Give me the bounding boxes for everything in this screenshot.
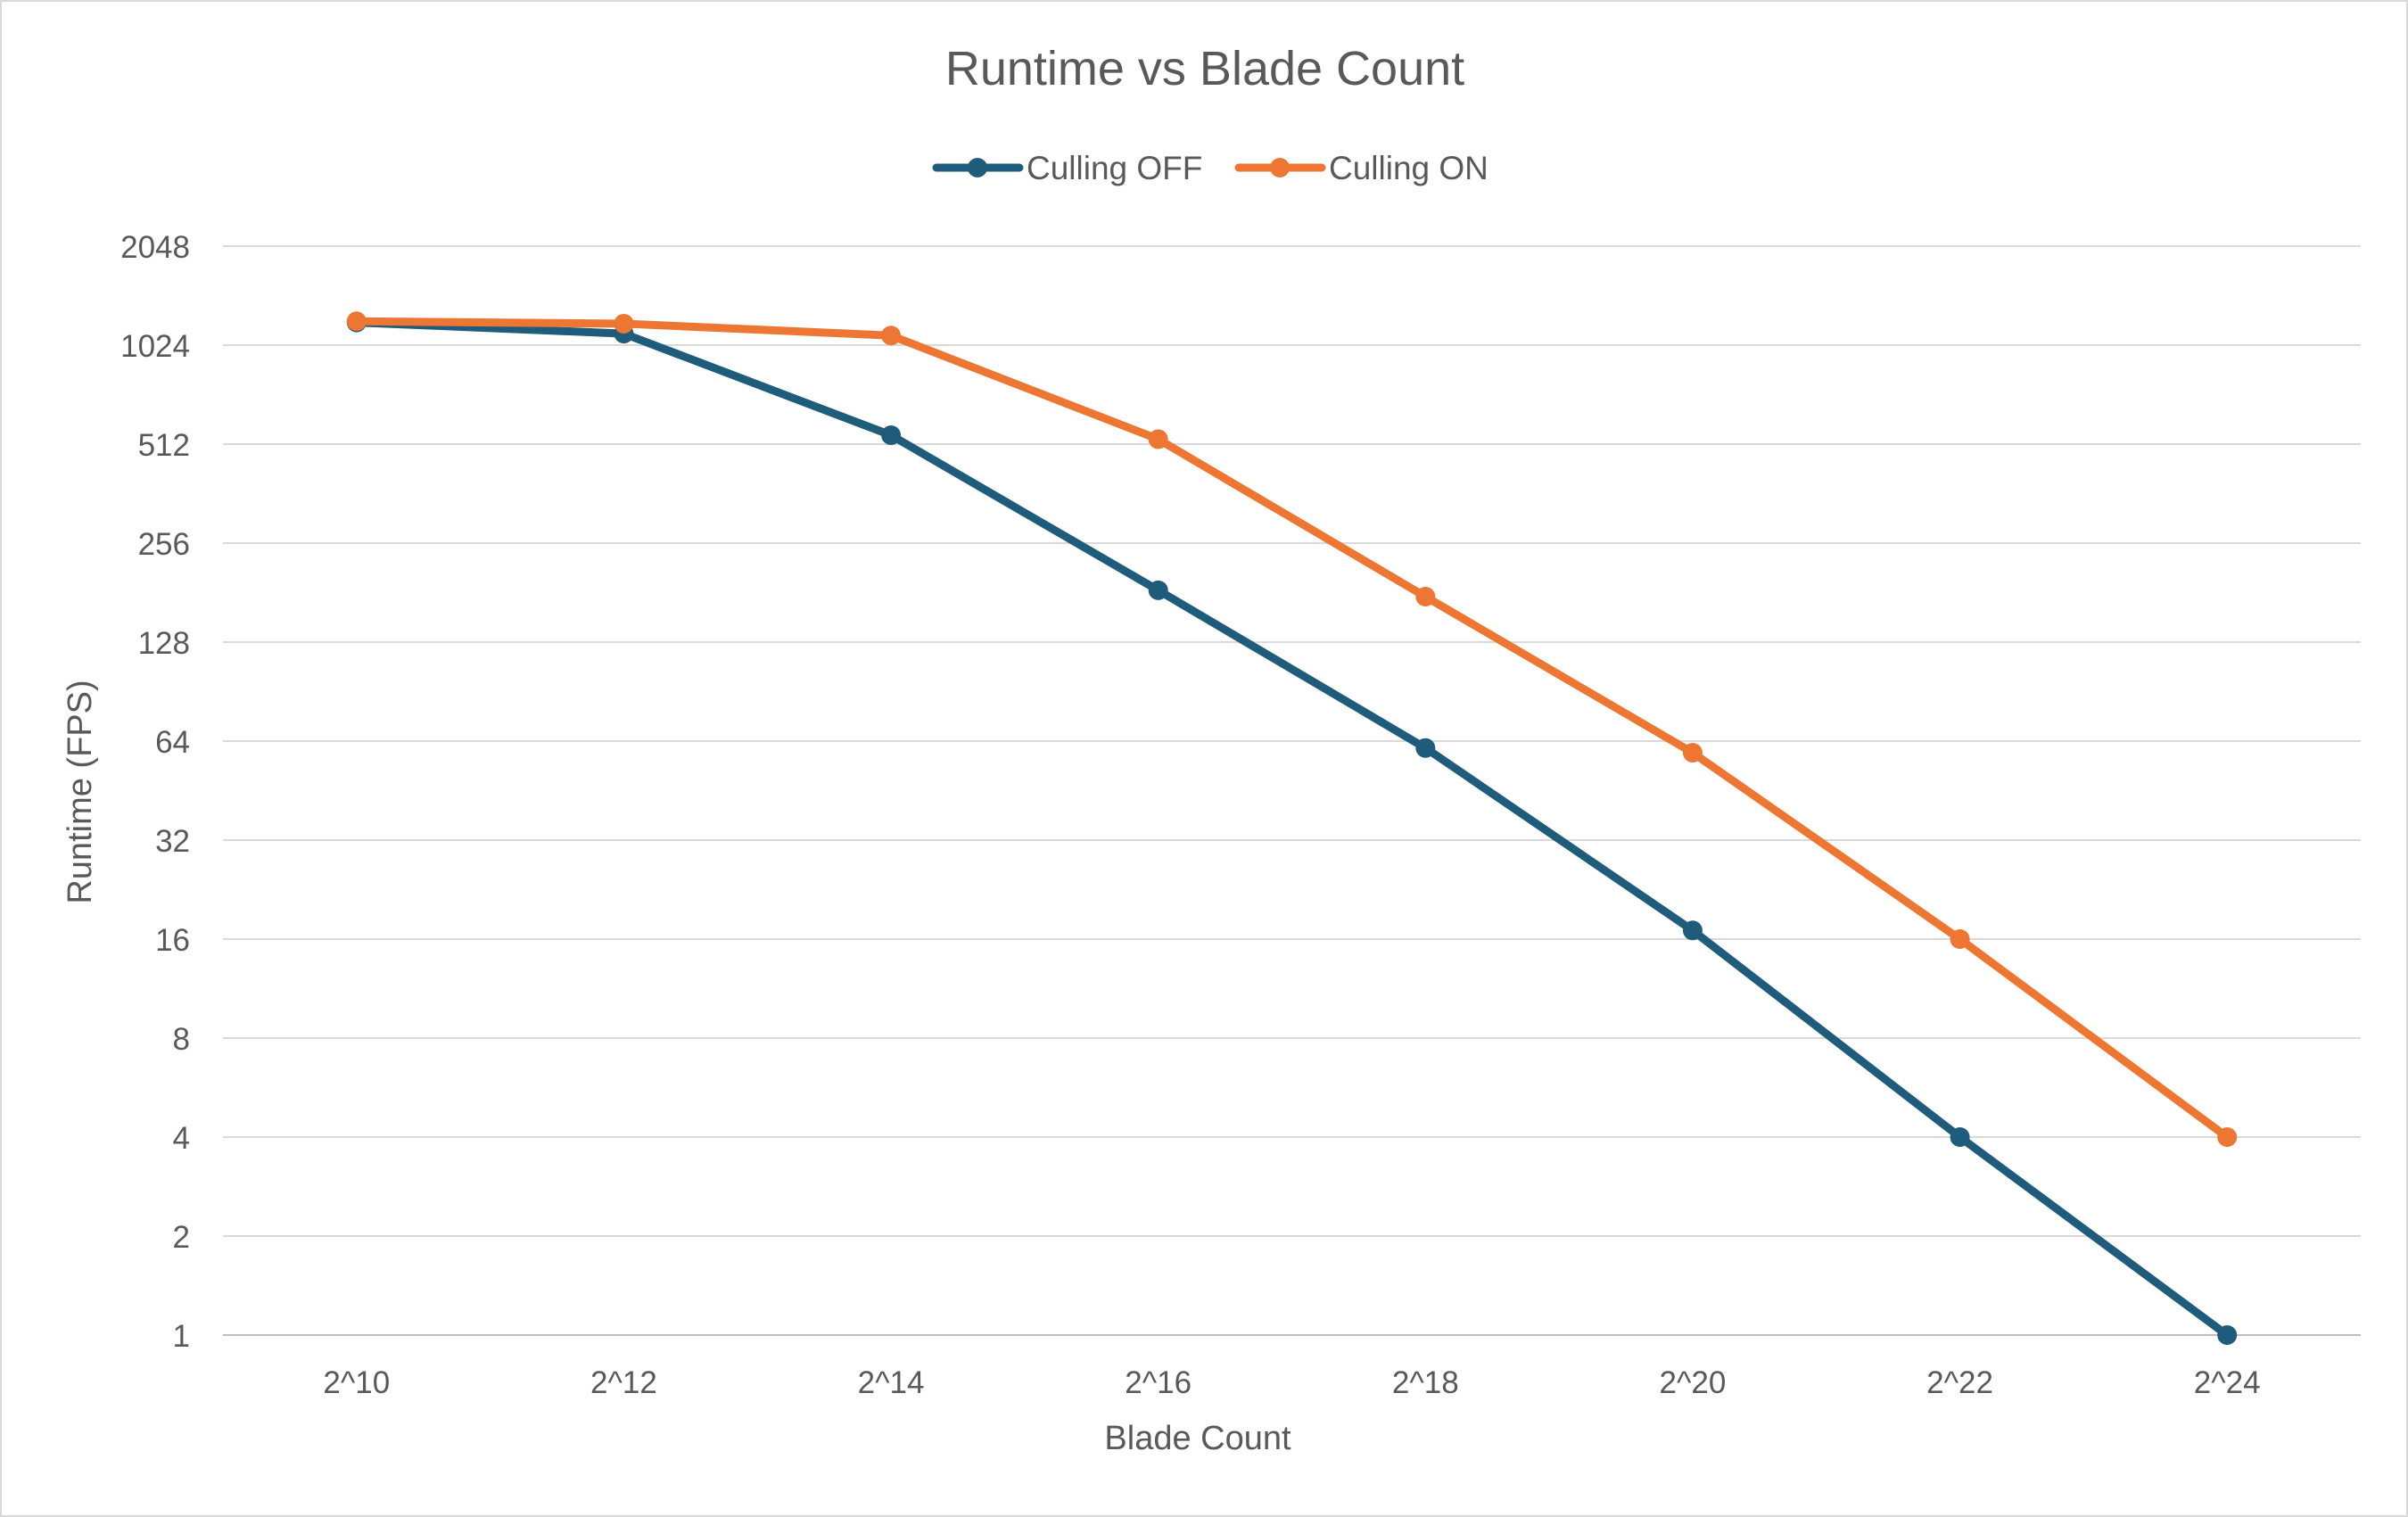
y-tick-label: 256 [138, 527, 190, 562]
data-point [1148, 580, 1168, 600]
x-tick-label: 2^24 [2194, 1365, 2261, 1400]
y-tick-label: 4 [173, 1121, 190, 1156]
x-tick-label: 2^16 [1125, 1365, 1192, 1400]
data-point [1682, 920, 1703, 941]
y-axis-ticks: 1 2 4 8 16 32 64 128 256 512 1024 2048 [120, 230, 190, 1354]
legend-label: Culling ON [1329, 150, 1489, 186]
series-culling-on [346, 311, 2238, 1147]
series-culling-off [346, 312, 2238, 1345]
x-tick-label: 2^18 [1392, 1365, 1459, 1400]
x-axis-ticks: 2^10 2^12 2^14 2^16 2^18 2^20 2^22 2^24 [323, 1365, 2260, 1400]
data-point [1415, 738, 1436, 758]
y-tick-label: 512 [138, 428, 190, 463]
data-point [346, 311, 367, 332]
legend-item: Culling ON [1234, 150, 1489, 186]
x-tick-label: 2^10 [323, 1365, 390, 1400]
data-point [1950, 929, 1970, 949]
y-tick-label: 2048 [120, 230, 190, 265]
y-tick-label: 128 [138, 626, 190, 661]
legend-swatch-marker [968, 158, 987, 177]
data-point [2217, 1127, 2238, 1147]
data-point [1682, 743, 1703, 763]
x-tick-label: 2^12 [590, 1365, 657, 1400]
series-line [352, 318, 2231, 1340]
x-axis-label: Blade Count [1104, 1420, 1291, 1457]
data-point [1148, 429, 1168, 449]
chart-title: Runtime vs Blade Count [945, 42, 1464, 95]
y-tick-label: 8 [173, 1022, 190, 1057]
y-tick-label: 16 [155, 923, 190, 958]
data-point [881, 326, 902, 346]
y-tick-label: 32 [155, 824, 190, 859]
x-tick-label: 2^22 [1926, 1365, 1993, 1400]
y-axis-label: Runtime (FPS) [62, 680, 99, 903]
y-tick-label: 2 [173, 1220, 190, 1255]
x-tick-label: 2^14 [858, 1365, 925, 1400]
y-tick-label: 64 [155, 725, 190, 760]
y-tick-label: 1 [173, 1319, 190, 1354]
data-point [2217, 1325, 2238, 1345]
legend: Culling OFF Culling ON [932, 150, 1489, 186]
data-point [1415, 587, 1436, 607]
legend-item: Culling OFF [932, 150, 1202, 186]
y-tick-label: 1024 [120, 329, 190, 364]
legend-label: Culling OFF [1027, 150, 1202, 186]
data-point [1950, 1127, 1970, 1147]
gridlines [223, 245, 2361, 1336]
series-line [352, 317, 2231, 1142]
x-tick-label: 2^20 [1660, 1365, 1727, 1400]
legend-swatch-marker [1270, 158, 1290, 177]
data-point [881, 425, 902, 445]
series-group [346, 311, 2238, 1345]
data-point [614, 313, 634, 334]
